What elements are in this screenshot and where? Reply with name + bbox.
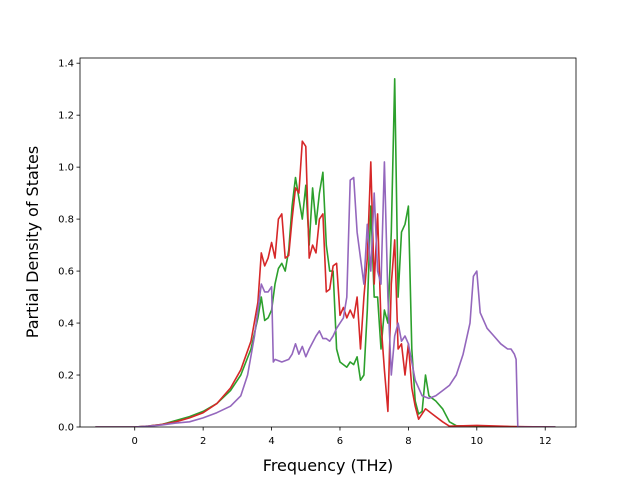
y-tick-label: 0.8 (58, 215, 74, 226)
x-tick-label: 8 (405, 436, 411, 447)
x-tick-label: 0 (132, 436, 138, 447)
x-tick-label: 12 (539, 436, 552, 447)
series-layer (95, 78, 556, 427)
y-ticks: 0.0 0.2 0.4 0.6 0.8 1.0 1.2 1.4 (58, 59, 80, 434)
y-tick-label: 0.2 (58, 371, 74, 382)
x-tick-label: 2 (200, 436, 206, 447)
series-line-1 (95, 78, 556, 427)
x-tick-label: 10 (470, 436, 483, 447)
y-tick-label: 0.4 (58, 319, 74, 330)
y-tick-label: 1.2 (58, 111, 74, 122)
axes-frame (79, 57, 577, 428)
x-ticks: 0 2 4 6 8 10 12 (132, 427, 552, 447)
series-line-3 (95, 161, 556, 427)
y-tick-label: 0.6 (58, 267, 74, 278)
y-axis-label: Partial Density of States (23, 146, 42, 338)
y-tick-label: 0.0 (58, 423, 74, 434)
y-tick-label: 1.0 (58, 163, 74, 174)
x-tick-label: 6 (337, 436, 343, 447)
x-axis-label: Frequency (THz) (263, 456, 393, 475)
series-line-2 (95, 140, 556, 427)
x-tick-label: 4 (268, 436, 274, 447)
y-tick-label: 1.4 (58, 59, 74, 70)
